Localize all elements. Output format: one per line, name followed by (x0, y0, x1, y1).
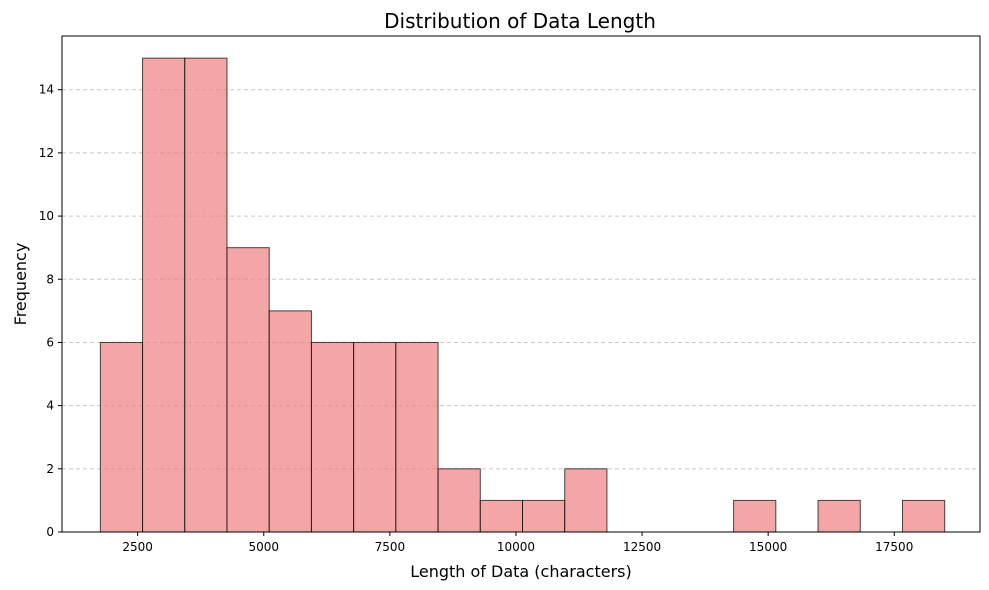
y-gridlines (62, 89, 980, 470)
y-tick-label: 0 (46, 525, 54, 539)
histogram-bar (142, 57, 186, 533)
x-tick-label: 17500 (875, 540, 913, 554)
x-tick-label: 12500 (623, 540, 661, 554)
x-axis-label: Length of Data (characters) (410, 562, 632, 581)
x-tick-label: 7500 (375, 540, 406, 554)
histogram-bar (184, 57, 228, 533)
y-tick-label: 4 (46, 399, 54, 413)
y-axis-ticks: 0 2 4 6 8 10 12 14 (39, 83, 62, 539)
x-axis-ticks: 2500 5000 7500 10000 12500 15000 17500 (122, 532, 913, 554)
chart-title: Distribution of Data Length (384, 9, 656, 33)
histogram-bar (353, 341, 397, 533)
histogram-bar (268, 310, 312, 533)
y-tick-label: 6 (46, 335, 54, 349)
x-tick-label: 10000 (497, 540, 535, 554)
histogram-bar (733, 499, 777, 533)
x-tick-label: 5000 (248, 540, 279, 554)
y-tick-label: 8 (46, 272, 54, 286)
histogram-bar (817, 499, 861, 533)
histogram-bar (901, 499, 946, 533)
x-tick-label: 15000 (749, 540, 787, 554)
histogram-bar (564, 468, 608, 533)
y-axis-label: Frequency (11, 243, 30, 326)
histogram-bar (99, 341, 144, 533)
histogram-bar (310, 341, 355, 533)
bars (99, 57, 946, 533)
histogram-bar (226, 247, 270, 533)
plot-frame (61, 35, 981, 533)
y-tick-label: 14 (39, 83, 54, 97)
histogram-bar (522, 499, 566, 533)
y-tick-label: 12 (39, 146, 54, 160)
histogram-bar (479, 499, 524, 533)
y-tick-label: 10 (39, 209, 54, 223)
x-tick-label: 2500 (122, 540, 153, 554)
histogram-bar (437, 468, 481, 533)
y-tick-label: 2 (46, 462, 54, 476)
histogram-bar (395, 341, 439, 533)
